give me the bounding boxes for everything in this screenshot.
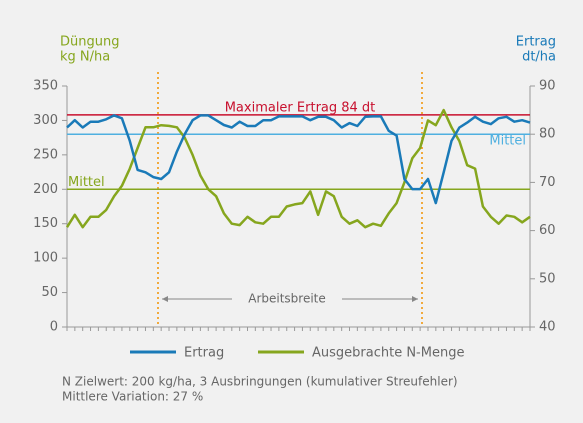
y2-axis-label: Ertrag xyxy=(516,35,556,50)
y2-tick-label: 70 xyxy=(539,175,556,190)
y2-tick-label: 50 xyxy=(539,271,556,286)
y-tick-label: 100 xyxy=(33,251,58,266)
y2-tick-label: 60 xyxy=(539,223,556,238)
reference-label: Mittel xyxy=(489,134,526,149)
y2-tick-label: 90 xyxy=(539,79,556,94)
y2-axis-label: dt/ha xyxy=(522,50,556,65)
legend-label: Ertrag xyxy=(184,346,224,361)
y-tick-label: 250 xyxy=(33,147,58,162)
y-tick-label: 300 xyxy=(33,113,58,128)
y2-tick-label: 80 xyxy=(539,127,556,142)
annotation: Arbeitsbreite xyxy=(248,292,326,306)
reference-label: Mittel xyxy=(68,175,105,190)
note: N Zielwert: 200 kg/ha, 3 Ausbringungen (… xyxy=(62,375,458,389)
reference-label: Maximaler Ertrag 84 dt xyxy=(225,100,376,115)
y-axis-label: kg N/ha xyxy=(60,50,110,65)
y-tick-label: 0 xyxy=(50,320,58,335)
y-tick-label: 200 xyxy=(33,182,58,197)
y-axis-label: Düngung xyxy=(60,35,119,50)
legend-label: Ausgebrachte N-Menge xyxy=(312,346,464,361)
y-tick-label: 150 xyxy=(33,216,58,231)
series-line xyxy=(66,114,531,205)
y-tick-label: 350 xyxy=(33,79,58,94)
series-line xyxy=(65,108,531,229)
y-tick-label: 50 xyxy=(41,285,58,300)
y2-tick-label: 40 xyxy=(539,320,556,335)
note: Mittlere Variation: 27 % xyxy=(62,390,203,404)
